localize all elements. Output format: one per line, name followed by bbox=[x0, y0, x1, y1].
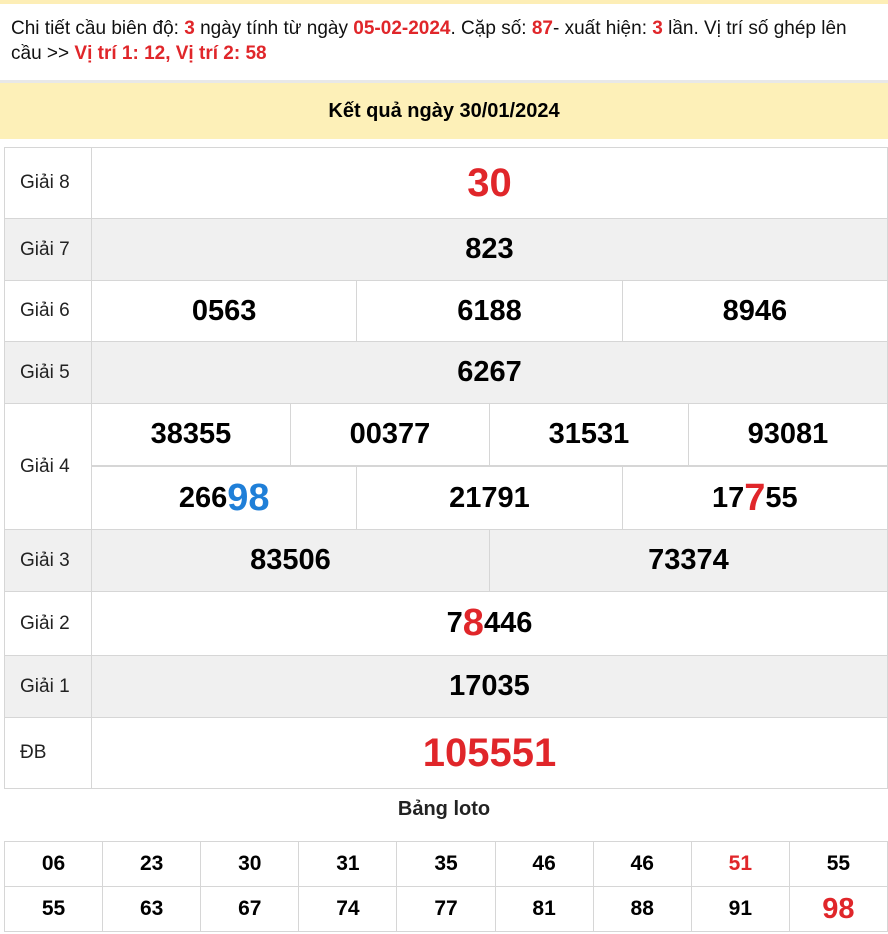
loto-number: 55 bbox=[3, 886, 104, 932]
intro-text: Chi tiết cầu biên độ: bbox=[11, 18, 185, 39]
number-digits: 446 bbox=[483, 607, 533, 639]
number-digits: 105551 bbox=[422, 730, 557, 775]
prize-number: 17 7 55 bbox=[621, 467, 887, 529]
prize-row: Giải 3 83506 73374 bbox=[4, 529, 888, 592]
intro-text: ngày tính từ ngày bbox=[194, 18, 354, 39]
top-strip bbox=[0, 0, 888, 4]
prize-row: 266 98 21791 17 7 55 bbox=[5, 466, 888, 530]
loto-number: 31 bbox=[298, 841, 398, 887]
divider bbox=[0, 80, 888, 83]
number-digits: 6188 bbox=[457, 294, 522, 327]
loto-number: 81 bbox=[494, 886, 594, 932]
number-digits: 93081 bbox=[747, 418, 829, 450]
number-digits: 31531 bbox=[548, 418, 630, 450]
number-digits: 17035 bbox=[449, 670, 530, 702]
prize-label: Giải 7 bbox=[4, 218, 92, 281]
prize-number: 00377 bbox=[290, 404, 489, 465]
pair-value: 87 bbox=[531, 18, 553, 39]
prize-number: 31531 bbox=[489, 404, 688, 465]
prize-number: 6188 bbox=[356, 281, 621, 341]
loto-number: 55 bbox=[788, 841, 888, 887]
prize-number: 73374 bbox=[489, 530, 887, 591]
start-date: 05-02-2024 bbox=[353, 18, 451, 39]
prize-number: 8946 bbox=[621, 281, 887, 341]
prize-row: ĐB 105551 bbox=[4, 717, 888, 789]
loto-number: 98 bbox=[788, 886, 888, 932]
prize-row: Giải 6 0563 6188 8946 bbox=[4, 280, 888, 342]
prize-label: Giải 8 bbox=[4, 147, 92, 219]
loto-number: 23 bbox=[102, 841, 202, 887]
prize-number: 30 bbox=[92, 148, 887, 218]
prize-label: Giải 4 bbox=[4, 403, 92, 530]
bridge-detail-text: Chi tiết cầu biên độ: 3 ngày tính từ ngà… bbox=[11, 16, 881, 66]
loto-number: 77 bbox=[396, 886, 496, 932]
prize-row: Giải 2 7 8 446 bbox=[4, 591, 888, 656]
loto-table: 06 23 30 31 35 46 46 51 55 55 63 67 74 77 81 88 91 98 bbox=[3, 841, 888, 932]
loto-number: 91 bbox=[690, 886, 790, 932]
prize-row: Giải 4 38355 00377 31531 93081 bbox=[4, 403, 888, 530]
prize-number: 83506 bbox=[92, 530, 489, 591]
number-digits: 98 bbox=[227, 476, 270, 519]
loto-number: 63 bbox=[102, 886, 202, 932]
number-digits: 21791 bbox=[449, 481, 530, 514]
prize-label: ĐB bbox=[4, 717, 92, 789]
prize-number: 93081 bbox=[688, 404, 887, 465]
prize-row: Giải 5 6267 bbox=[4, 341, 888, 404]
times-value: 3 bbox=[652, 18, 663, 39]
loto-number: 06 bbox=[3, 841, 104, 887]
prize-row: Giải 7 823 bbox=[4, 218, 888, 281]
prize-number: 21791 bbox=[356, 467, 621, 529]
number-digits: 7 bbox=[744, 476, 766, 519]
prize-label: Giải 2 bbox=[4, 591, 92, 656]
prize-number: 823 bbox=[92, 219, 887, 280]
loto-number: 88 bbox=[592, 886, 692, 932]
prize-number: 17035 bbox=[92, 656, 887, 717]
prize-label: Giải 6 bbox=[4, 280, 92, 342]
prize-label: Giải 3 bbox=[4, 529, 92, 592]
loto-title: Bảng loto bbox=[397, 798, 491, 820]
loto-number: 51 bbox=[690, 841, 790, 887]
results-table: Giải 8 30 Giải 7 823 Giải 6 0563 6188 8946 Giải … bbox=[4, 147, 888, 789]
prize-number: 266 98 bbox=[92, 467, 356, 529]
loto-number: 46 bbox=[592, 841, 692, 887]
loto-number: 67 bbox=[200, 886, 300, 932]
prize-row: Giải 1 17035 bbox=[4, 655, 888, 718]
prize-number: 7 8 446 bbox=[92, 592, 887, 655]
number-digits: 6267 bbox=[457, 356, 522, 388]
number-digits: 73374 bbox=[648, 544, 729, 576]
loto-number: 30 bbox=[200, 841, 300, 887]
intro-text: lần. Vị trí số ghép lên cầu >> bbox=[11, 18, 847, 64]
intro-text: . Cặp số: bbox=[450, 18, 532, 39]
number-digits: 55 bbox=[765, 481, 798, 514]
number-digits: 266 bbox=[178, 481, 228, 514]
number-digits: 38355 bbox=[150, 418, 232, 450]
prize-number: 38355 bbox=[92, 404, 290, 465]
number-digits: 0563 bbox=[191, 294, 257, 327]
prize-number: 6267 bbox=[92, 342, 887, 403]
number-digits: 823 bbox=[465, 233, 514, 265]
loto-number: 46 bbox=[494, 841, 594, 887]
positions-value: Vị trí 1: 12, Vị trí 2: 58 bbox=[74, 43, 267, 64]
number-digits: 00377 bbox=[349, 418, 431, 450]
prize-number: 105551 bbox=[92, 718, 887, 788]
number-digits: 8 bbox=[462, 602, 484, 644]
loto-number: 35 bbox=[396, 841, 496, 887]
intro-text: - xuất hiện: bbox=[552, 18, 653, 39]
prize-row: Giải 8 30 bbox=[4, 147, 888, 219]
result-date-header: Kết quả ngày 30/01/2024 bbox=[0, 83, 888, 139]
number-digits: 30 bbox=[467, 160, 512, 205]
days-value: 3 bbox=[184, 18, 195, 39]
number-digits: 7 bbox=[446, 607, 463, 639]
number-digits: 8946 bbox=[722, 294, 788, 327]
number-digits: 83506 bbox=[250, 544, 331, 576]
loto-number: 74 bbox=[298, 886, 398, 932]
prize-number: 0563 bbox=[92, 281, 356, 341]
prize-label: Giải 1 bbox=[4, 655, 92, 718]
number-digits: 17 bbox=[711, 481, 745, 514]
prize-label: Giải 5 bbox=[4, 341, 92, 404]
